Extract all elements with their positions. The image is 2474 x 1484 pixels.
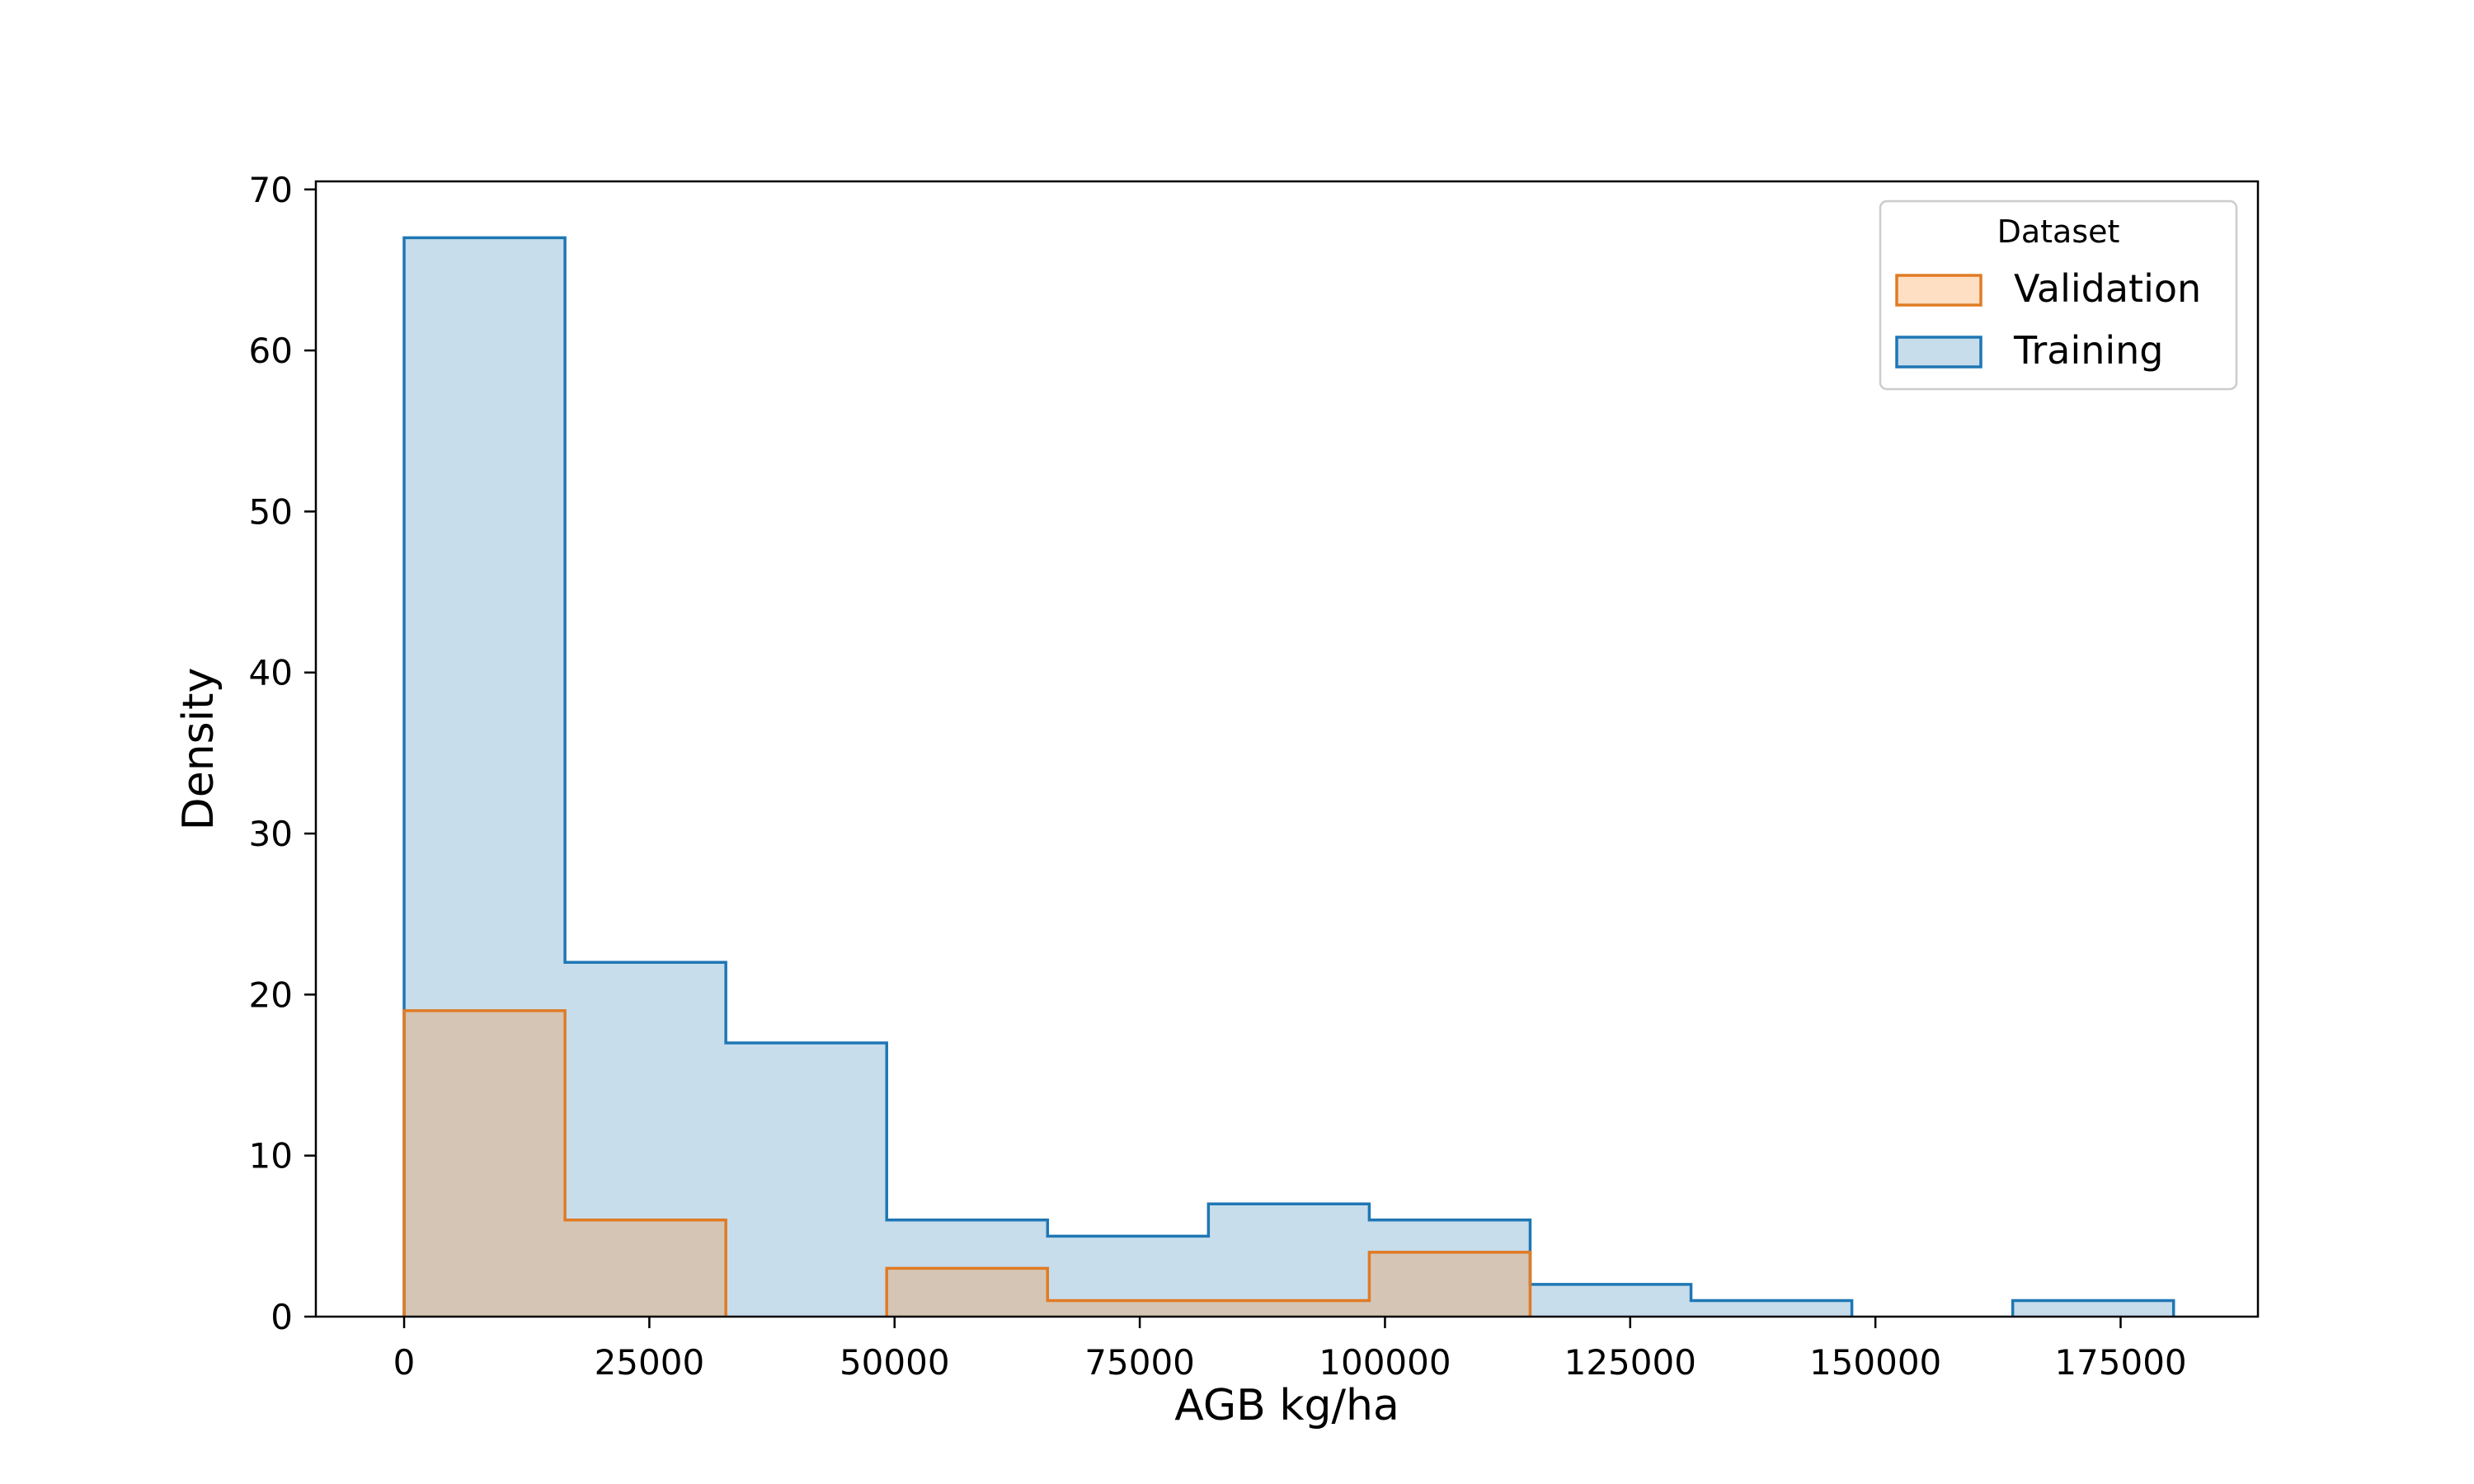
x-tick-label: 100000 [1319,1342,1451,1383]
legend-label-validation: Validation [2014,266,2201,311]
training-bar [565,962,727,1317]
training-bar [1047,1236,1209,1317]
x-tick-label: 50000 [840,1342,950,1383]
training-outline [402,236,1854,1317]
training-bar [1208,1204,1370,1317]
training-bar [1369,1219,1531,1317]
validation-bar [404,1010,566,1317]
validation-bar [565,1219,727,1317]
y-axis-label: Density [174,668,223,831]
legend-title: Dataset [1997,214,2120,250]
series-validation [402,1009,1532,1317]
series-layer [402,236,2175,1317]
x-tick-label: 175000 [2054,1342,2186,1383]
y-tick-label: 10 [249,1136,293,1176]
training-outline [2011,1298,2175,1317]
y-tick-label: 30 [249,814,293,854]
x-tick-label: 75000 [1084,1342,1195,1383]
y-tick-label: 70 [249,170,293,210]
validation-bar [887,1268,1048,1317]
validation-bar [1047,1300,1209,1317]
training-bar [2012,1300,2174,1317]
x-tick-label: 0 [393,1342,416,1383]
y-tick-label: 60 [249,331,293,371]
x-tick-label: 25000 [595,1342,705,1383]
training-bar [404,237,566,1317]
validation-outline [885,1251,1532,1317]
legend: Dataset Validation Training [1879,200,2238,391]
legend-swatch-training [1895,336,1982,369]
validation-bar [1369,1252,1531,1317]
x-axis-label: AGB kg/ha [1174,1381,1399,1430]
x-tick-label: 125000 [1564,1342,1696,1383]
y-tick-label: 50 [249,491,293,532]
x-tick-label: 150000 [1809,1342,1941,1383]
x-axis: 0 25000 50000 75000 100000 125000 150000 175000 [393,1317,2187,1383]
plot-area-frame [314,180,2260,1318]
y-tick-label: 40 [249,653,293,693]
validation-bar [1208,1300,1370,1317]
y-tick-label: 20 [249,974,293,1015]
validation-outline [402,1009,727,1317]
training-bar [726,1042,887,1317]
legend-label-training: Training [2013,328,2164,373]
legend-swatch-validation [1895,274,1982,307]
training-bar [1530,1284,1691,1317]
y-axis: 0 10 20 30 40 50 60 70 [249,170,316,1337]
y-tick-label: 0 [270,1297,293,1337]
series-training [402,236,2175,1317]
training-bar [1691,1300,1852,1317]
